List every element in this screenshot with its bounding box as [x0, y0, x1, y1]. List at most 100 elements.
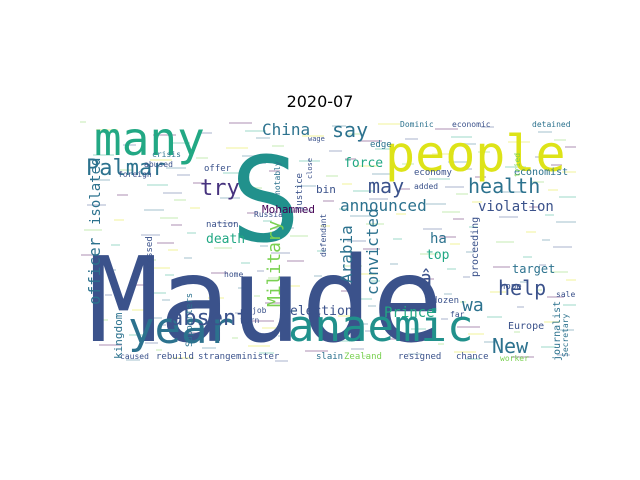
cloud-word: convicted — [363, 208, 382, 295]
filler-word — [163, 192, 182, 194]
filler-word — [190, 207, 200, 209]
filler-word — [232, 337, 238, 339]
filler-word — [526, 231, 536, 233]
cloud-word: China — [262, 120, 310, 139]
filler-word — [238, 287, 246, 289]
cloud-word: Secretary — [561, 313, 570, 357]
filler-word — [514, 331, 520, 333]
filler-word — [523, 256, 532, 258]
cloud-word: caused — [120, 352, 149, 361]
filler-word — [114, 219, 124, 221]
filler-word — [335, 340, 350, 342]
filler-word — [205, 322, 220, 324]
cloud-word: violation — [478, 199, 554, 215]
cloud-word: far — [450, 310, 465, 319]
filler-word — [196, 157, 208, 159]
cloud-word: Arabia — [337, 225, 356, 283]
cloud-word: economist — [514, 167, 568, 178]
filler-word — [96, 129, 118, 131]
filler-word — [341, 290, 358, 292]
filler-word — [157, 242, 174, 244]
filler-word — [357, 298, 372, 300]
filler-word — [329, 150, 342, 152]
filler-word — [356, 165, 378, 167]
filler-word — [214, 247, 232, 249]
cloud-word: help — [498, 276, 546, 300]
filler-word — [165, 274, 174, 276]
cloud-word: justice — [295, 173, 305, 211]
filler-word — [565, 146, 576, 148]
cloud-word: health — [468, 174, 540, 198]
cloud-word: wage — [308, 135, 325, 143]
filler-word — [496, 241, 514, 243]
filler-word — [281, 310, 296, 312]
cloud-word: year — [128, 303, 234, 354]
filler-word — [311, 300, 318, 302]
filler-word — [108, 269, 116, 271]
cloud-word: crisis — [152, 150, 181, 159]
cloud-word: nation — [206, 220, 239, 230]
filler-word — [463, 276, 470, 278]
cloud-word: close — [306, 158, 314, 179]
filler-word — [345, 158, 356, 160]
cloud-word: ha — [430, 231, 447, 247]
filler-word — [508, 141, 530, 143]
cloud-word: wa — [462, 295, 484, 316]
filler-word — [360, 273, 376, 275]
filler-word — [256, 137, 270, 139]
cloud-word: anaemic — [288, 301, 473, 352]
filler-word — [274, 227, 294, 229]
cloud-word: abused — [144, 160, 173, 169]
filler-word — [178, 307, 184, 309]
filler-word — [393, 238, 402, 240]
filler-word — [432, 153, 454, 155]
filler-word — [171, 224, 182, 226]
cloud-word: bin — [316, 183, 336, 196]
cloud-word: chance — [456, 352, 489, 362]
cloud-word: Russia — [254, 210, 283, 219]
cloud-word: Maude — [88, 231, 443, 365]
cloud-word: slain — [316, 352, 343, 362]
filler-word — [320, 225, 330, 227]
cloud-word: isolated — [88, 158, 104, 225]
filler-word — [254, 295, 260, 297]
filler-word — [532, 181, 544, 183]
filler-word — [287, 260, 304, 262]
cloud-word: journalist — [552, 301, 563, 361]
filler-word — [454, 351, 476, 353]
cloud-word: tried — [513, 153, 522, 177]
filler-word — [366, 223, 384, 225]
filler-word — [166, 167, 186, 169]
filler-word — [275, 360, 288, 362]
filler-word — [153, 134, 176, 136]
filler-word — [235, 312, 242, 314]
cloud-word: offer — [204, 164, 232, 174]
filler-word — [326, 175, 338, 177]
filler-word — [262, 327, 278, 329]
filler-word — [520, 281, 528, 283]
filler-word — [368, 305, 376, 307]
cloud-word: proceeding — [470, 217, 481, 277]
cloud-word: job — [252, 306, 267, 315]
filler-word — [457, 326, 480, 328]
filler-word — [517, 306, 524, 308]
filler-word — [538, 131, 552, 133]
cloud-word: edge — [370, 140, 392, 150]
filler-word — [369, 198, 388, 200]
filler-word — [248, 345, 270, 347]
cloud-word: hope — [500, 282, 522, 292]
filler-word — [423, 228, 442, 230]
filler-word — [156, 349, 162, 351]
filler-word — [135, 284, 152, 286]
filler-word — [245, 130, 266, 132]
cloud-word: resigned — [398, 352, 441, 362]
cloud-word: Supporters — [185, 293, 195, 347]
filler-word — [293, 210, 312, 212]
filler-word — [211, 272, 228, 274]
filler-word — [465, 358, 480, 360]
filler-word — [160, 217, 178, 219]
filler-word — [557, 354, 570, 356]
filler-word — [260, 245, 268, 247]
filler-word — [438, 343, 444, 345]
